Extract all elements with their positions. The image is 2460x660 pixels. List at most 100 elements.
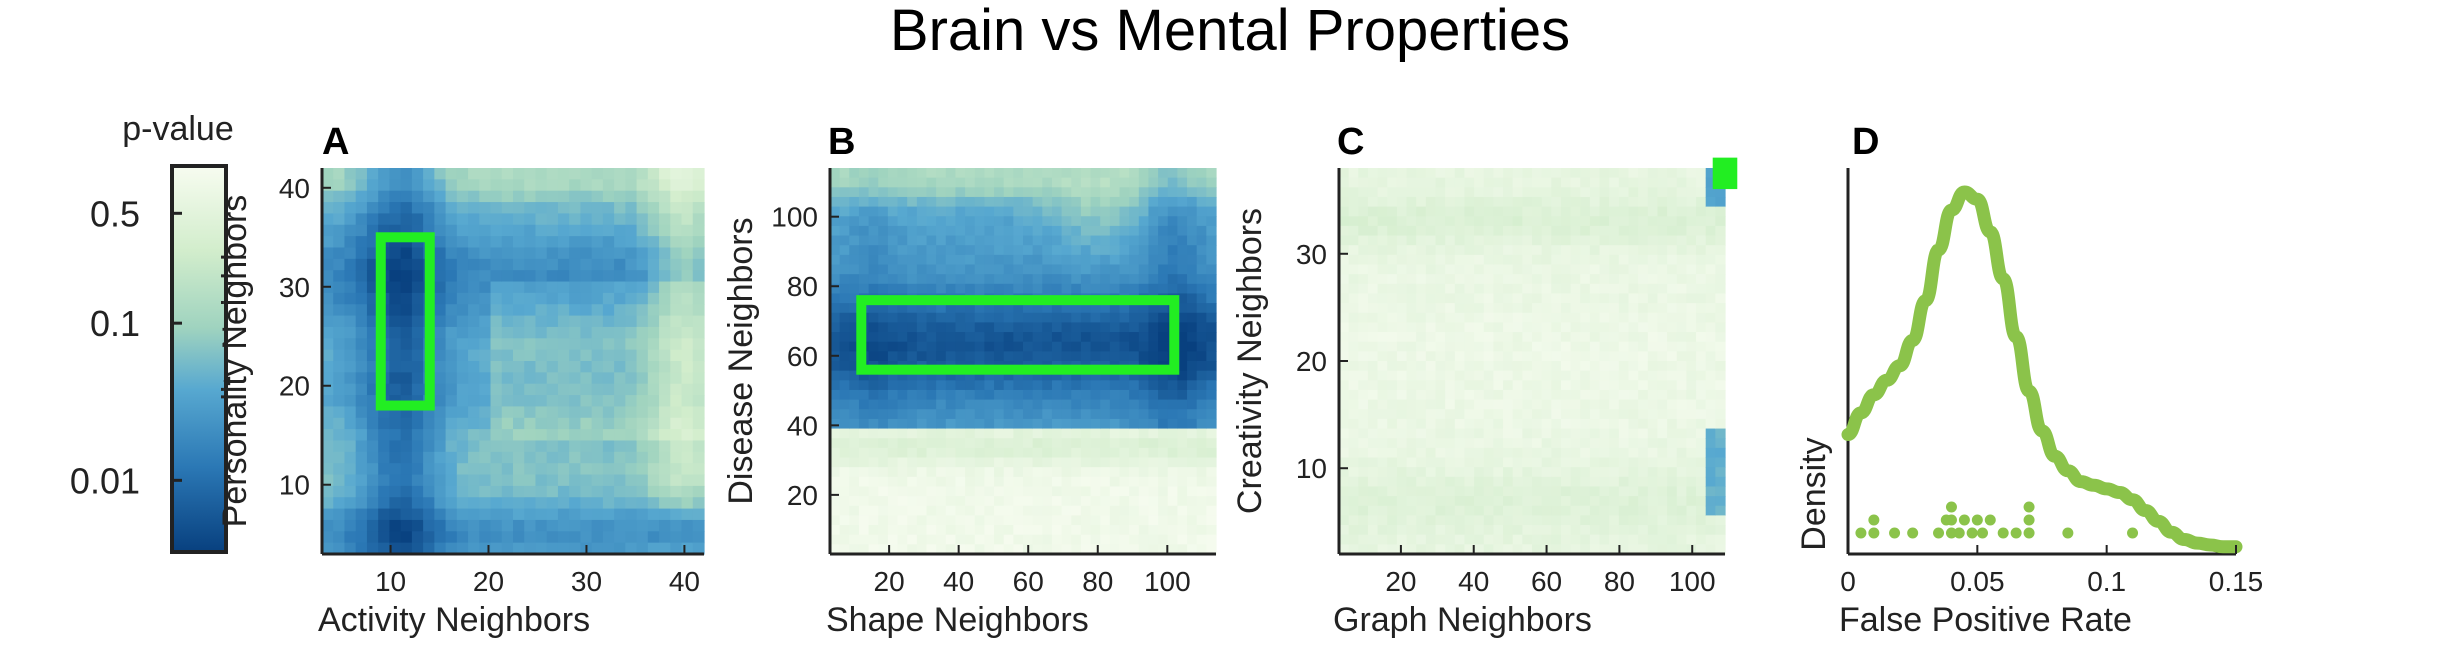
heatmap-cell — [1071, 254, 1082, 266]
heatmap-cell — [1387, 245, 1398, 256]
heatmap-cell — [878, 283, 889, 295]
heatmap-cell — [1119, 496, 1130, 507]
heatmap-cell — [1109, 418, 1121, 430]
heatmap-cell — [1570, 177, 1581, 188]
x-tick-label: 20 — [473, 566, 504, 597]
heatmap-cell — [1638, 380, 1649, 391]
heatmap-cell — [955, 447, 966, 459]
heatmap-cell — [1667, 177, 1678, 188]
heatmap-cell — [974, 389, 985, 401]
heatmap-cell — [1129, 525, 1140, 536]
heatmap-cell — [1454, 196, 1466, 208]
heatmap-cell — [1206, 428, 1217, 439]
heatmap-cell — [1686, 438, 1697, 449]
heatmap-cell — [868, 515, 879, 526]
heatmap-cell — [1129, 196, 1140, 208]
heatmap-cell — [670, 179, 683, 192]
heatmap-cell — [670, 281, 683, 294]
heatmap-cell — [1580, 177, 1591, 188]
heatmap-cell — [1638, 206, 1649, 217]
heatmap-cell — [1667, 370, 1678, 381]
heatmap-cell — [1715, 438, 1726, 449]
heatmap-cell — [670, 395, 683, 408]
heatmap-cell — [868, 303, 879, 314]
heatmap-cell — [1119, 515, 1130, 526]
heatmap-cell — [1100, 196, 1111, 208]
heatmap-cell — [1023, 216, 1034, 227]
heatmap-cell — [636, 168, 649, 180]
heatmap-cell — [1580, 235, 1591, 246]
heatmap-cell — [1080, 254, 1092, 266]
heatmap-cell — [1196, 447, 1207, 459]
heatmap-cell — [1532, 544, 1543, 555]
heatmap-cell — [974, 534, 985, 545]
heatmap-cell — [1367, 225, 1379, 237]
heatmap-cell — [1647, 534, 1659, 545]
heatmap-cell — [1367, 457, 1379, 468]
heatmap-cell — [1686, 225, 1697, 237]
heatmap-cell — [366, 258, 379, 271]
heatmap-cell — [1100, 254, 1111, 266]
heatmap-cell — [1541, 322, 1552, 333]
heatmap-cell — [1560, 332, 1572, 343]
heatmap-cell — [1589, 380, 1601, 391]
heatmap-cell — [1474, 534, 1485, 545]
heatmap-cell — [1109, 399, 1121, 410]
heatmap-cell — [1560, 496, 1572, 507]
heatmap-cell — [389, 179, 402, 192]
heatmap-cell — [625, 270, 638, 283]
heatmap-cell — [1532, 216, 1543, 227]
heatmap-cell — [670, 315, 683, 328]
heatmap-cell — [1503, 476, 1514, 488]
heatmap-cell — [636, 292, 649, 305]
heatmap-cell — [1061, 196, 1072, 208]
heatmap-cell — [1715, 332, 1726, 343]
heatmap-cell — [490, 281, 503, 294]
heatmap-cell — [1532, 418, 1543, 430]
heatmap-cell — [322, 202, 334, 215]
heatmap-cell — [984, 428, 995, 439]
heatmap-cell — [1003, 341, 1014, 352]
heatmap-cell — [1358, 196, 1369, 208]
heatmap-cell — [1589, 409, 1601, 420]
heatmap-cell — [955, 515, 966, 526]
heatmap-cell — [1416, 225, 1427, 237]
heatmap-cell — [1051, 225, 1063, 237]
heatmap-cell — [1435, 428, 1446, 439]
heatmap-cell — [1071, 225, 1082, 237]
x-axis-label: Activity Neighbors — [318, 601, 590, 639]
heatmap-cell — [423, 463, 435, 476]
heatmap-cell — [1676, 303, 1687, 314]
heatmap-cell — [849, 389, 860, 401]
heatmap-cell — [1051, 177, 1063, 188]
heatmap-cell — [1638, 332, 1649, 343]
heatmap-cell — [1589, 525, 1601, 536]
heatmap-cell — [1560, 225, 1572, 237]
heatmap-cell — [1445, 332, 1456, 343]
heatmap-cell — [1454, 505, 1466, 516]
heatmap-cell — [445, 213, 458, 226]
heatmap-cell — [830, 293, 841, 304]
heatmap-cell — [897, 409, 908, 420]
heatmap-cell — [878, 389, 889, 401]
heatmap-cell — [468, 542, 480, 555]
heatmap-cell — [1560, 438, 1572, 449]
heatmap-cell — [1167, 370, 1178, 381]
heatmap-cell — [1013, 389, 1024, 401]
heatmap-cell — [636, 372, 649, 385]
heatmap-cell — [479, 485, 492, 498]
heatmap-cell — [916, 312, 928, 323]
heatmap-cell — [1358, 177, 1369, 188]
heatmap-cell — [411, 383, 424, 396]
heatmap-cell — [1396, 303, 1408, 314]
heatmap-cell — [1560, 245, 1572, 256]
heatmap-cell — [535, 168, 548, 180]
heatmap-cell — [1003, 525, 1014, 536]
heatmap-cell — [411, 508, 424, 521]
heatmap-cell — [1676, 370, 1687, 381]
heatmap-cell — [936, 196, 947, 208]
heatmap-cell — [1589, 293, 1601, 304]
heatmap-cell — [670, 247, 683, 260]
heatmap-cell — [1109, 245, 1121, 256]
